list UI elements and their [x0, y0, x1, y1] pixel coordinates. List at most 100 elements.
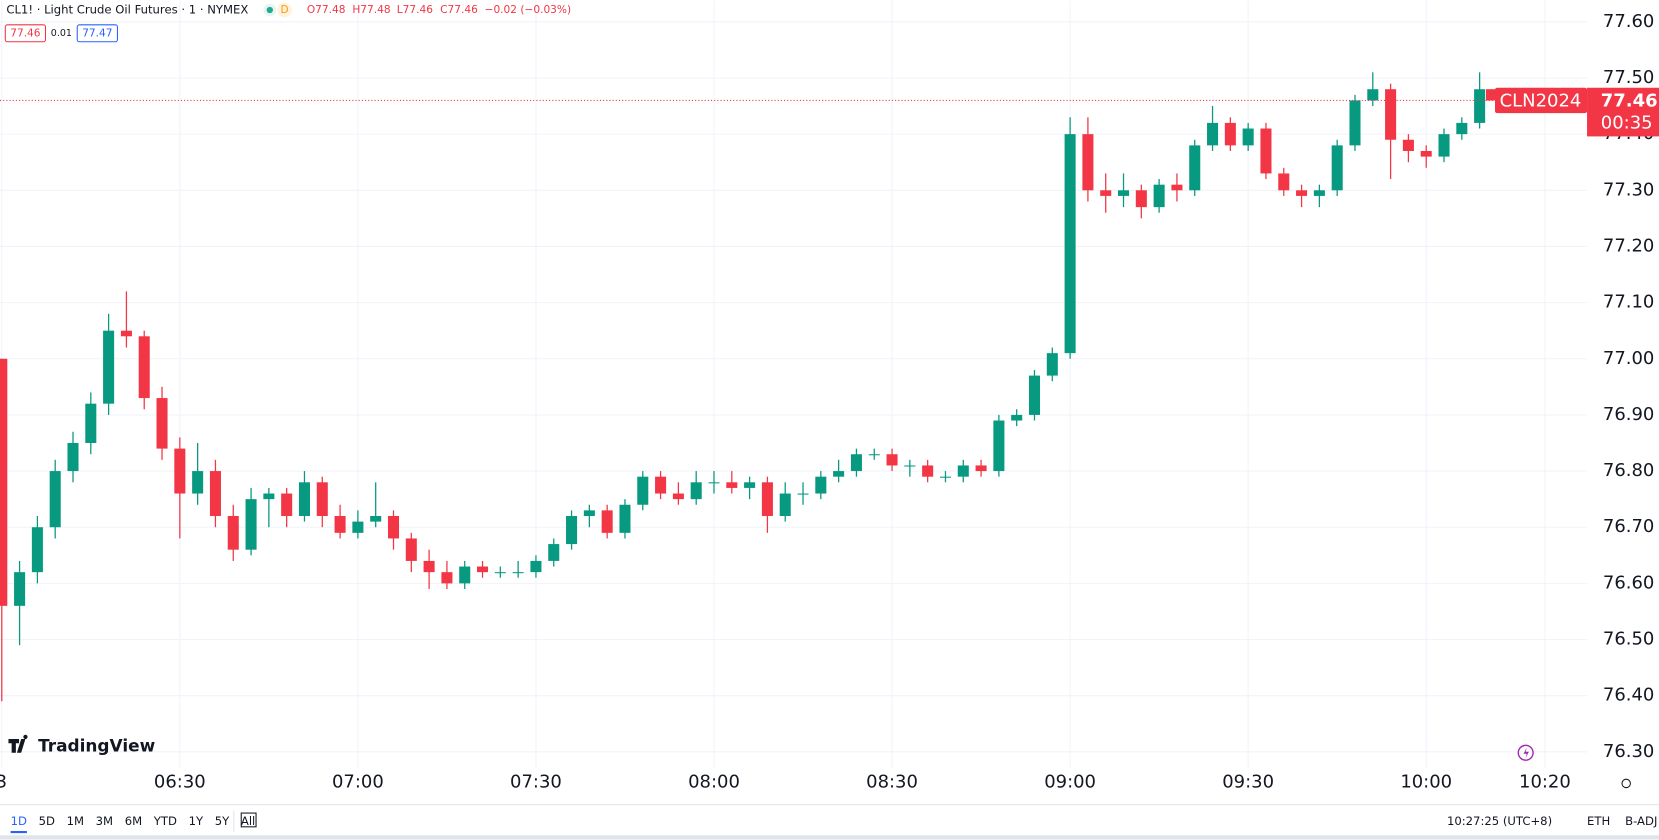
candle-body: [708, 482, 720, 484]
candle-body: [441, 572, 453, 584]
range-button[interactable]: 1M: [67, 814, 84, 828]
candle-body: [815, 476, 827, 494]
candle-body: [957, 465, 969, 477]
calendar-icon[interactable]: [240, 812, 257, 828]
settings-icon[interactable]: [1621, 778, 1631, 789]
candle-body: [530, 560, 542, 573]
candle-body: [1207, 122, 1219, 146]
candle-body: [67, 442, 79, 472]
status-dot: [266, 6, 273, 14]
candle-body: [0, 358, 8, 606]
y-tick-label: 77.20: [1603, 235, 1654, 256]
candle-body: [1367, 89, 1379, 101]
candle-body: [370, 515, 382, 522]
range-button[interactable]: 1Y: [189, 814, 204, 828]
candle-body: [334, 515, 346, 533]
candle-body: [1224, 122, 1236, 146]
y-tick-label: 76.30: [1603, 741, 1654, 762]
ohlc-change: −0.02 (−0.03%): [485, 4, 572, 16]
candle-body: [1028, 375, 1041, 415]
y-tick-label: 77.50: [1603, 67, 1654, 88]
candle-body: [1189, 145, 1201, 191]
session[interactable]: ETH: [1587, 814, 1610, 828]
candle-body: [14, 572, 26, 606]
candle-body: [726, 482, 738, 488]
price-label: 77.46: [1601, 91, 1658, 112]
x-tick-label: 10:20: [1519, 771, 1571, 792]
range-button[interactable]: All: [241, 814, 255, 828]
candle-body: [227, 515, 239, 550]
x-tick-label: 08:00: [688, 771, 740, 792]
candle-body: [1349, 100, 1361, 146]
y-tick-label: 76.60: [1603, 572, 1654, 593]
spread: 0.01: [51, 28, 72, 39]
candle-body: [1100, 190, 1112, 196]
candle-body: [209, 471, 221, 516]
bid-box[interactable]: [4, 24, 47, 43]
candle-body: [1260, 128, 1272, 174]
range-button[interactable]: 1D: [11, 814, 27, 828]
y-tick-label: 77.10: [1603, 292, 1654, 313]
candle-body: [1438, 134, 1450, 157]
ask: 77.47: [82, 27, 112, 39]
candle-body: [797, 493, 809, 495]
candle-body: [779, 493, 791, 516]
candle-body: [281, 493, 293, 516]
candle-body: [672, 493, 684, 500]
adjust[interactable]: B-ADJ: [1625, 814, 1657, 828]
candle-body: [1082, 134, 1094, 191]
price-label-box: [1587, 87, 1659, 137]
bottom-edge: [0, 835, 1659, 840]
candle-body: [1485, 89, 1498, 101]
candle-body: [1046, 353, 1058, 376]
countdown: 00:35: [1601, 113, 1653, 134]
y-tick-label: 76.80: [1603, 460, 1654, 481]
alert-icon[interactable]: [1517, 744, 1534, 761]
candle-body: [761, 482, 773, 516]
candle-body: [477, 566, 489, 573]
range-button[interactable]: 3M: [96, 814, 113, 828]
candle-body: [263, 493, 275, 500]
candle-body: [459, 566, 471, 584]
candle-body: [993, 420, 1005, 472]
candle-body: [316, 482, 328, 516]
x-tick-label: 07:00: [332, 771, 384, 792]
candle-body: [1278, 173, 1290, 191]
range-button[interactable]: 5Y: [215, 814, 230, 828]
ohlc-close: C77.46: [440, 4, 478, 16]
y-tick-label: 77.00: [1603, 348, 1654, 369]
range-button[interactable]: 5D: [39, 814, 55, 828]
range-button[interactable]: 6M: [125, 814, 142, 828]
candle-body: [850, 454, 862, 472]
candle-body: [904, 465, 916, 467]
ohlc-low: L77.46: [397, 4, 433, 16]
watermark: TradingView: [8, 734, 156, 755]
candle-body: [655, 476, 667, 494]
candle-body: [298, 482, 310, 516]
x-tick-label: 07:30: [510, 771, 562, 792]
logo-text[interactable]: TradingView: [38, 735, 156, 755]
candle-body: [103, 330, 115, 404]
symbol[interactable]: CL1! · Light Crude Oil Futures · 1 · NYM…: [6, 3, 248, 17]
candle-body: [1064, 134, 1076, 354]
candle-body: [31, 527, 43, 573]
candle-body: [548, 544, 560, 561]
symbol-label-box: [1495, 87, 1588, 114]
candle-body: [352, 521, 364, 533]
ask-box[interactable]: [76, 24, 118, 43]
candle-body: [174, 448, 186, 494]
candle-body: [156, 398, 168, 449]
y-tick-label: 76.90: [1603, 404, 1654, 425]
candle-body: [637, 476, 649, 505]
header: CL1! · Light Crude Oil Futures · 1 · NYM…: [4, 3, 572, 43]
candle-body: [387, 515, 400, 539]
candle-body: [1456, 122, 1468, 135]
candle-body: [1296, 190, 1308, 196]
candle-body: [192, 471, 204, 494]
candle-body: [1135, 190, 1147, 208]
grid: [0, 0, 1588, 768]
candle-body: [690, 482, 702, 500]
badge: D: [281, 4, 289, 16]
range-button[interactable]: YTD: [153, 814, 177, 828]
